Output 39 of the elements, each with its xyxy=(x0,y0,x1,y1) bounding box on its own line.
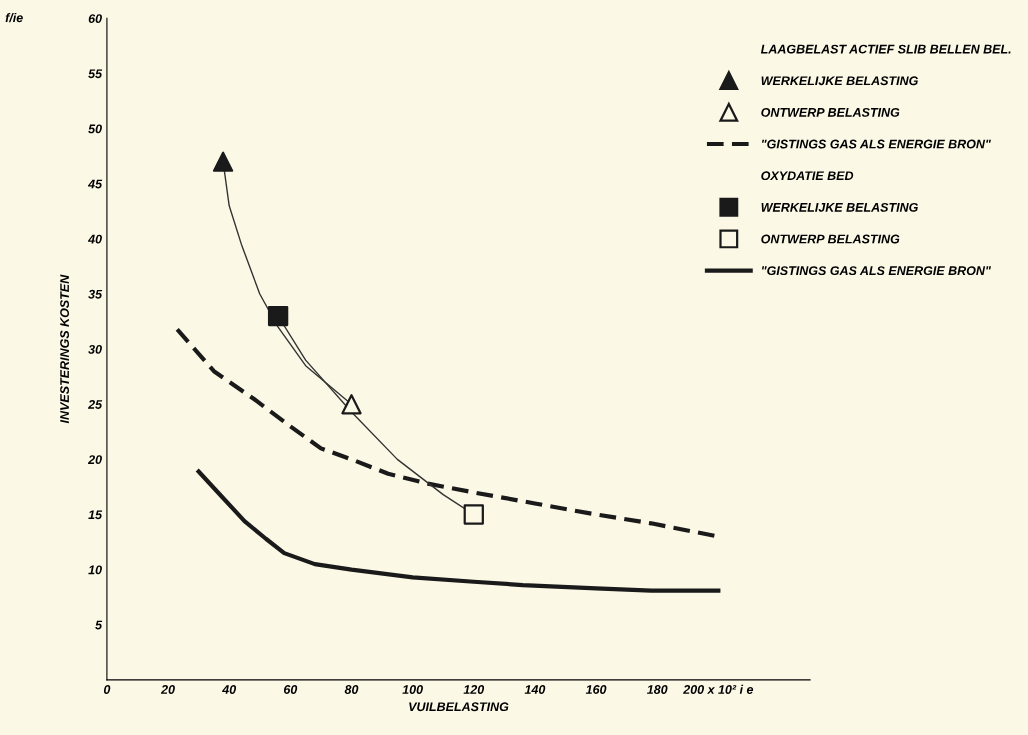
point xyxy=(341,394,362,415)
legend-label: "GISTINGS GAS ALS ENERGIE BRON" xyxy=(762,139,991,149)
legend-label: ONTWERP BELASTING xyxy=(761,234,900,244)
y-tick-label: 45 xyxy=(87,179,103,189)
y-tick-label: 20 xyxy=(87,455,102,465)
x-tick-label: 100 xyxy=(402,685,423,694)
y-axis-title: INVESTERINGS KOSTEN xyxy=(60,274,70,424)
x-tick-label: 60 xyxy=(283,685,298,694)
legend-label: ONTWERP BELASTING xyxy=(761,107,900,117)
x-tick-label: 20 xyxy=(160,685,175,694)
x-tick-label: 160 xyxy=(585,685,607,694)
y-tick-label: 15 xyxy=(88,510,103,520)
y-tick-label: 5 xyxy=(95,620,103,630)
x-tick-label: 40 xyxy=(222,685,237,694)
legend-label: "GISTINGS GAS ALS ENERGIE BRON" xyxy=(762,266,991,276)
y-tick-label: 50 xyxy=(88,124,102,134)
annotation: OXYDATIE BED xyxy=(761,171,854,181)
text: f/ie xyxy=(5,12,23,23)
y-tick-label: 55 xyxy=(88,69,103,79)
x-tick-label: 200 x 10² i e xyxy=(683,684,754,694)
line-series xyxy=(196,469,721,593)
x-tick-label: 180 xyxy=(646,685,668,694)
point xyxy=(212,151,234,172)
x-tick-label: 140 xyxy=(524,685,546,694)
x-tick-label: 0 xyxy=(103,685,111,694)
y-tick-label: 25 xyxy=(87,400,103,409)
annotation: LAAGBELAST ACTIEF SLIB BELLEN BEL. xyxy=(760,44,1011,54)
point xyxy=(267,305,289,327)
x-axis-title: VUILBELASTING xyxy=(409,702,509,712)
y-tick-label: 40 xyxy=(87,234,102,244)
y-tick-label: 10 xyxy=(88,565,102,575)
legend-label: WERKELIJKE BELASTING xyxy=(761,202,918,212)
y-tick-label: 35 xyxy=(88,289,103,299)
x-tick-label: 80 xyxy=(344,685,359,694)
y-tick-label: 30 xyxy=(88,344,102,354)
point xyxy=(463,504,484,525)
x-tick-label: 120 xyxy=(463,685,485,694)
y-tick-label: 60 xyxy=(88,14,102,24)
legend-label: WERKELIJKE BELASTING xyxy=(761,76,918,86)
